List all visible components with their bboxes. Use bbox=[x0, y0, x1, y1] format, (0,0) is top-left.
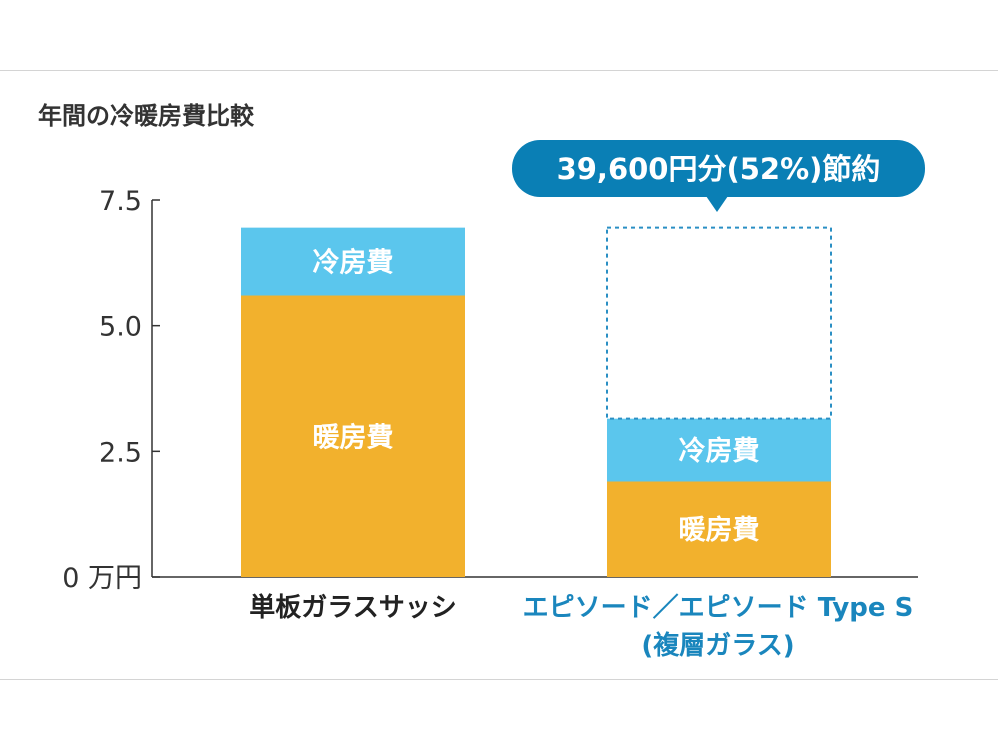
saving-callout-bubble bbox=[512, 140, 925, 197]
bar-heating-segment bbox=[607, 481, 831, 577]
y-tick-label: 7.5 bbox=[99, 186, 142, 217]
y-tick-label: 2.5 bbox=[99, 437, 142, 468]
cooling-label: 冷房費 bbox=[679, 436, 760, 467]
saving-dashed-box bbox=[606, 226, 832, 420]
axis-layer: 0 万円 2.5 5.0 7.5 bbox=[62, 186, 918, 594]
bar-cooling-segment bbox=[241, 227, 465, 296]
y-tick-label: 5.0 bbox=[99, 312, 142, 343]
category-layer: 単板ガラスサッシ エピソード／エピソード Type S (複層ガラス) bbox=[249, 593, 913, 661]
cooling-label: 冷房費 bbox=[313, 248, 394, 279]
heating-label: 暖房費 bbox=[313, 422, 394, 453]
chart-frame bbox=[0, 70, 998, 680]
y-tick-label: 0 万円 bbox=[62, 563, 142, 594]
bar-heating-segment bbox=[241, 295, 465, 577]
category-label-sub: (複層ガラス) bbox=[641, 630, 794, 661]
category-label: エピソード／エピソード Type S bbox=[523, 593, 914, 623]
saving-callout-label: 39,600円分(52%)節約 bbox=[557, 152, 881, 186]
saving-callout-pointer bbox=[706, 196, 728, 212]
category-label: 単板ガラスサッシ bbox=[249, 593, 456, 623]
chart-title: 年間の冷暖房費比較 bbox=[38, 102, 255, 130]
bar-cooling-segment bbox=[607, 418, 831, 482]
heating-label: 暖房費 bbox=[679, 515, 760, 546]
callout-layer: 39,600円分(52%)節約 bbox=[512, 140, 925, 420]
